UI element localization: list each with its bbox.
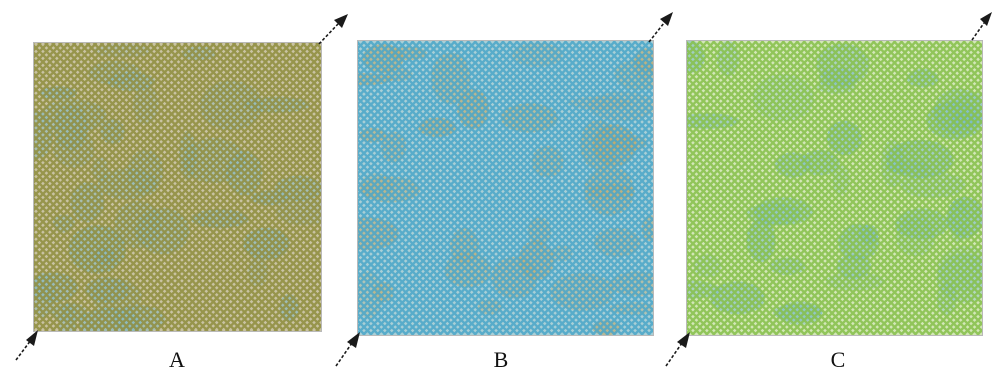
panel-label-b: B: [493, 347, 509, 372]
arrow-out-b: [648, 12, 673, 43]
panel-label-a: A: [169, 347, 185, 372]
panel-label-c: C: [830, 347, 846, 372]
arrow-out-a: [318, 14, 348, 45]
arrow-in-a: [15, 330, 38, 361]
arrow-in-c: [665, 332, 690, 367]
mesh-image-c: [686, 40, 983, 336]
mesh-svg-b: [358, 41, 653, 335]
mesh-svg-c: [687, 41, 982, 335]
arrow-out-c: [971, 12, 992, 41]
arrow-in-b: [335, 332, 360, 367]
mesh-image-a: [33, 42, 322, 332]
mesh-svg-a: [34, 43, 321, 331]
mesh-image-b: [357, 40, 654, 336]
